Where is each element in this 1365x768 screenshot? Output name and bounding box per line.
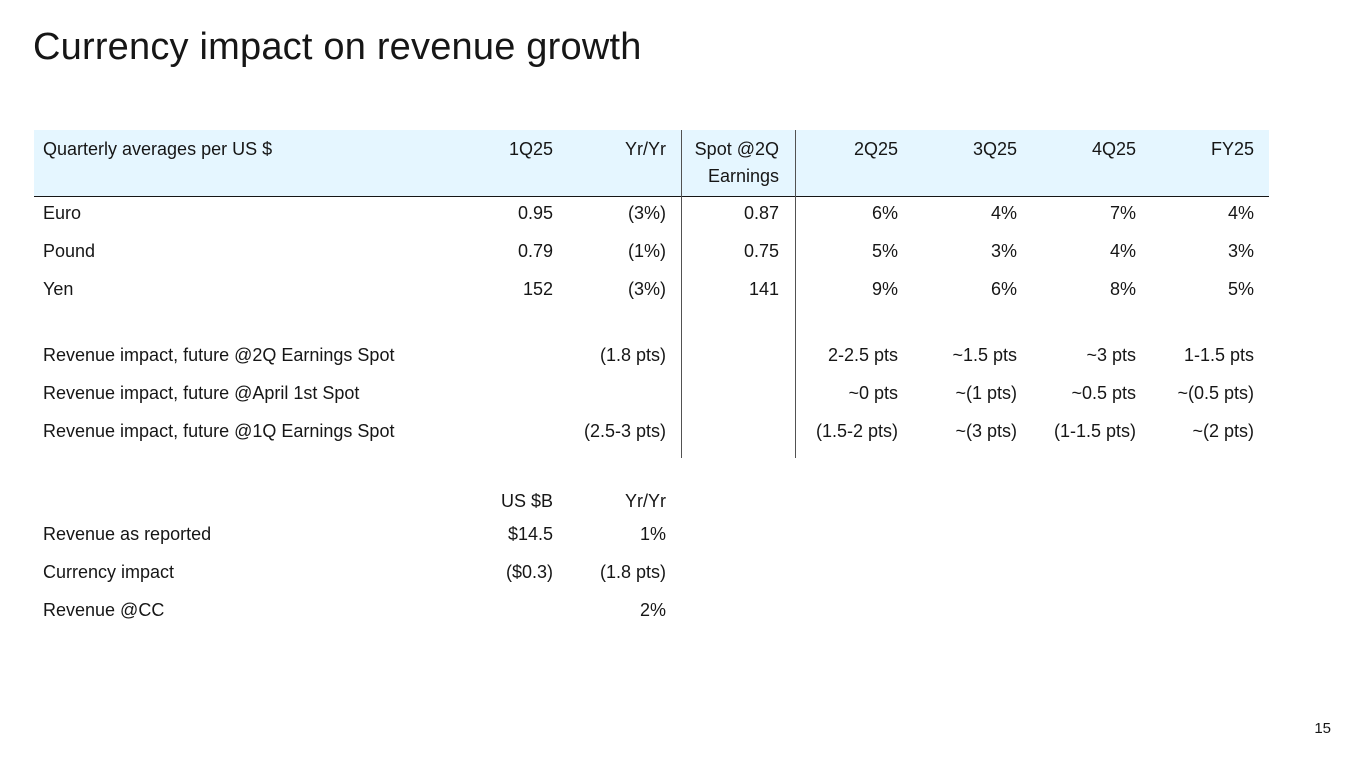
impact-2q-spot-fy25: 1-1.5 pts — [1183, 345, 1254, 365]
impact-2q-spot-2q25: 2-2.5 pts — [827, 345, 898, 365]
row-pound-4q25: 4% — [1109, 241, 1136, 261]
row-yen-1q25: 152 — [522, 279, 553, 299]
impact-1q-spot-4q25: (1-1.5 pts) — [1053, 421, 1136, 441]
row-pound-2q25: 5% — [871, 241, 898, 261]
header-spot-line1: Spot @2Q — [694, 139, 779, 159]
impact-2q-spot-4q25: ~3 pts — [1086, 345, 1136, 365]
impact-1q-spot-fy25: ~(2 pts) — [1192, 421, 1254, 441]
page-title: Currency impact on revenue growth — [33, 26, 642, 68]
impact-april-spot-label: Revenue impact, future @April 1st Spot — [43, 383, 360, 403]
page-number: 15 — [1314, 720, 1331, 737]
impact-1q-spot-2q25: (1.5-2 pts) — [815, 421, 898, 441]
row-pound-fy25: 3% — [1227, 241, 1254, 261]
row-pound-3q25: 3% — [990, 241, 1017, 261]
row-euro-fy25: 4% — [1227, 203, 1254, 223]
row-euro-yr-yr: (3%) — [627, 203, 666, 223]
row-yen-2q25: 9% — [871, 279, 898, 299]
impact-1q-spot-label: Revenue impact, future @1Q Earnings Spot — [43, 421, 395, 441]
impact-1q-spot-yr-yr: (2.5-3 pts) — [583, 421, 666, 441]
row-yen-4q25: 8% — [1109, 279, 1136, 299]
impact-1q-spot-3q25: ~(3 pts) — [955, 421, 1017, 441]
table-header-band — [34, 130, 1269, 196]
row-yen-spot: 141 — [748, 279, 779, 299]
row-euro-1q25: 0.95 — [517, 203, 553, 223]
column-divider-left — [681, 130, 682, 458]
column-divider-right — [795, 130, 796, 458]
row-yen-label: Yen — [43, 279, 74, 299]
impact-april-spot-4q25: ~0.5 pts — [1071, 383, 1136, 403]
revenue-cc-label: Revenue @CC — [43, 600, 165, 620]
impact-2q-spot-3q25: ~1.5 pts — [952, 345, 1017, 365]
revenue-header-usd: US $B — [500, 491, 553, 511]
table-header-divider — [34, 196, 1269, 197]
revenue-reported-usd: $14.5 — [507, 524, 553, 544]
impact-2q-spot-label: Revenue impact, future @2Q Earnings Spot — [43, 345, 395, 365]
header-2q25: 2Q25 — [853, 139, 898, 159]
revenue-reported-yr-yr: 1% — [639, 524, 666, 544]
row-euro-4q25: 7% — [1109, 203, 1136, 223]
row-euro-label: Euro — [43, 203, 82, 223]
currency-impact-yr-yr: (1.8 pts) — [599, 562, 666, 582]
header-fy25: FY25 — [1210, 139, 1254, 159]
row-pound-1q25: 0.79 — [517, 241, 553, 261]
row-yen-fy25: 5% — [1227, 279, 1254, 299]
row-yen-yr-yr: (3%) — [627, 279, 666, 299]
row-pound-yr-yr: (1%) — [627, 241, 666, 261]
impact-2q-spot-yr-yr: (1.8 pts) — [599, 345, 666, 365]
row-euro-3q25: 4% — [990, 203, 1017, 223]
row-yen-3q25: 6% — [990, 279, 1017, 299]
currency-impact-usd: ($0.3) — [505, 562, 553, 582]
impact-april-spot-3q25: ~(1 pts) — [955, 383, 1017, 403]
impact-april-spot-2q25: ~0 pts — [848, 383, 898, 403]
row-pound-spot: 0.75 — [743, 241, 779, 261]
row-pound-label: Pound — [43, 241, 96, 261]
header-1q25: 1Q25 — [508, 139, 553, 159]
row-euro-spot: 0.87 — [743, 203, 779, 223]
header-label: Quarterly averages per US $ — [43, 139, 273, 159]
header-yr-yr: Yr/Yr — [624, 139, 666, 159]
impact-april-spot-fy25: ~(0.5 pts) — [1177, 383, 1254, 403]
revenue-reported-label: Revenue as reported — [43, 524, 212, 544]
currency-impact-label: Currency impact — [43, 562, 175, 582]
revenue-header-yr-yr: Yr/Yr — [624, 491, 666, 511]
revenue-cc-yr-yr: 2% — [639, 600, 666, 620]
row-euro-2q25: 6% — [871, 203, 898, 223]
header-4q25: 4Q25 — [1091, 139, 1136, 159]
header-spot-line2: Earnings — [707, 166, 779, 186]
header-3q25: 3Q25 — [972, 139, 1017, 159]
